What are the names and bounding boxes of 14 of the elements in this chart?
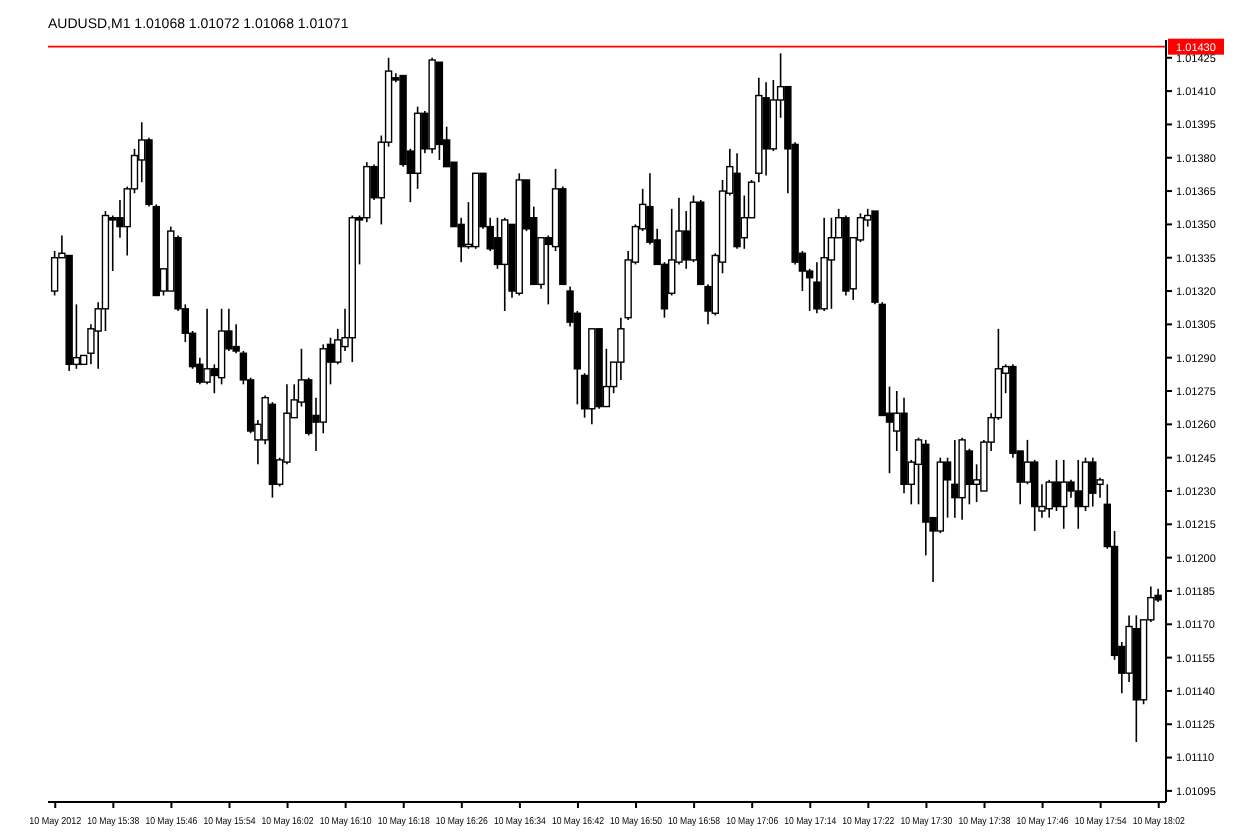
candlestick — [493, 216, 502, 270]
candlestick — [1060, 459, 1068, 530]
candlestick — [50, 250, 59, 297]
candlestick — [965, 447, 974, 506]
candlestick — [1074, 459, 1082, 530]
candlestick — [951, 439, 959, 519]
candlestick — [203, 308, 211, 386]
candlestick — [617, 316, 625, 381]
candlestick — [1089, 456, 1097, 508]
candlestick — [813, 261, 821, 315]
candlestick — [217, 308, 226, 386]
candlestick — [1052, 459, 1061, 512]
candlestick — [501, 216, 509, 312]
candlestick — [827, 216, 836, 310]
